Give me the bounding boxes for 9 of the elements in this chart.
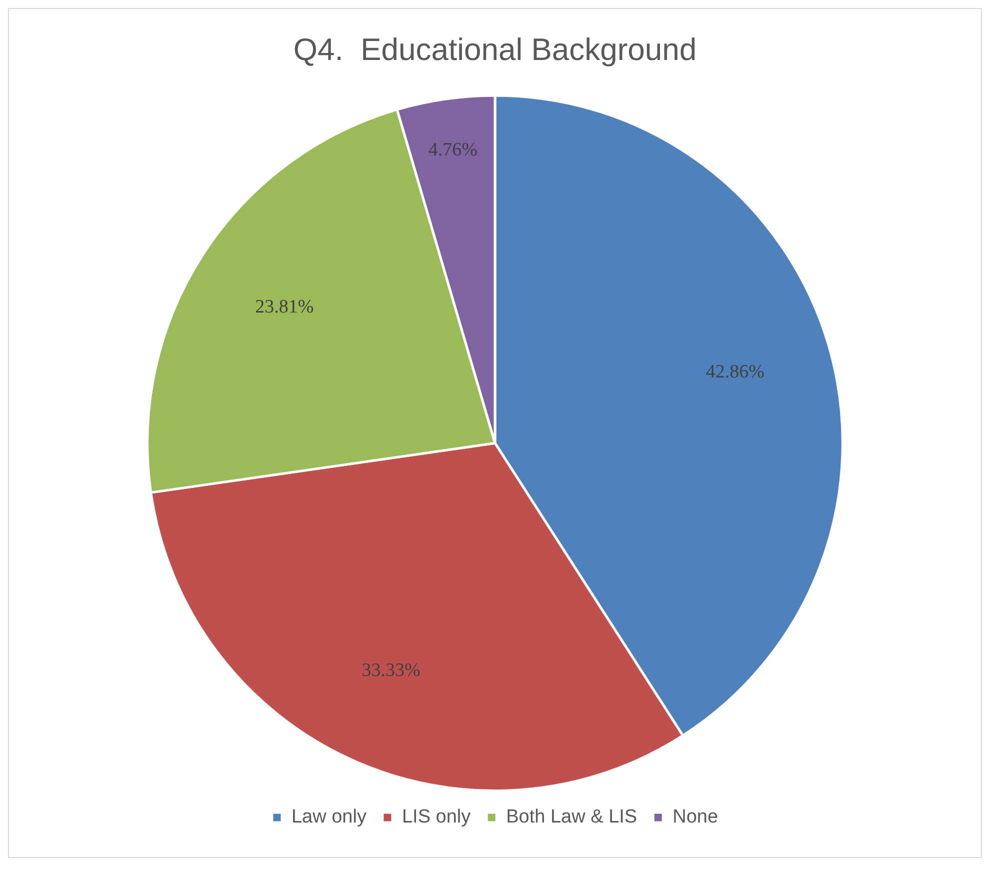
legend-label: Law only (291, 806, 367, 828)
data-label: 33.33% (362, 660, 420, 681)
chart-title: Q4. Educational Background (293, 32, 697, 68)
data-label: 23.81% (255, 296, 314, 318)
legend-label: LIS only (402, 806, 472, 828)
legend-label: None (672, 806, 718, 828)
data-label: 42.86% (706, 362, 765, 383)
data-label: 4.76% (428, 140, 478, 161)
legend-label: Both Law & LIS (506, 806, 638, 828)
